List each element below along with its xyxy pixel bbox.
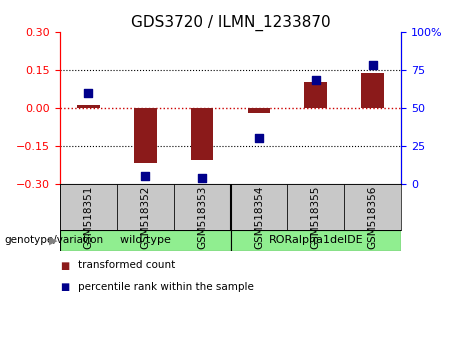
Text: ■: ■: [60, 261, 69, 270]
Text: genotype/variation: genotype/variation: [5, 235, 104, 245]
Bar: [304, 82, 327, 108]
Bar: [361, 73, 384, 108]
Point: [369, 62, 376, 68]
Bar: [174, 184, 230, 230]
Text: ■: ■: [60, 282, 69, 292]
Point: [85, 90, 92, 96]
Bar: [117, 184, 174, 230]
Point: [198, 175, 206, 181]
Bar: [60, 230, 230, 251]
Point: [312, 78, 319, 83]
Text: GSM518352: GSM518352: [140, 186, 150, 249]
Text: transformed count: transformed count: [78, 261, 176, 270]
Text: GSM518356: GSM518356: [367, 186, 378, 249]
Point: [255, 135, 263, 141]
Text: GSM518355: GSM518355: [311, 186, 321, 249]
Bar: [77, 105, 100, 108]
Point: [142, 173, 149, 179]
Bar: [230, 230, 401, 251]
Title: GDS3720 / ILMN_1233870: GDS3720 / ILMN_1233870: [130, 14, 331, 30]
Text: RORalpha1delDE: RORalpha1delDE: [268, 235, 363, 245]
Bar: [191, 108, 213, 160]
Text: ▶: ▶: [49, 235, 57, 245]
Text: GSM518354: GSM518354: [254, 186, 264, 249]
Bar: [248, 108, 270, 113]
Bar: [287, 184, 344, 230]
Bar: [134, 108, 157, 164]
Text: GSM518353: GSM518353: [197, 186, 207, 249]
Text: wild type: wild type: [120, 235, 171, 245]
Bar: [230, 184, 287, 230]
Bar: [344, 184, 401, 230]
Bar: [60, 184, 117, 230]
Text: GSM518351: GSM518351: [83, 186, 94, 249]
Text: percentile rank within the sample: percentile rank within the sample: [78, 282, 254, 292]
